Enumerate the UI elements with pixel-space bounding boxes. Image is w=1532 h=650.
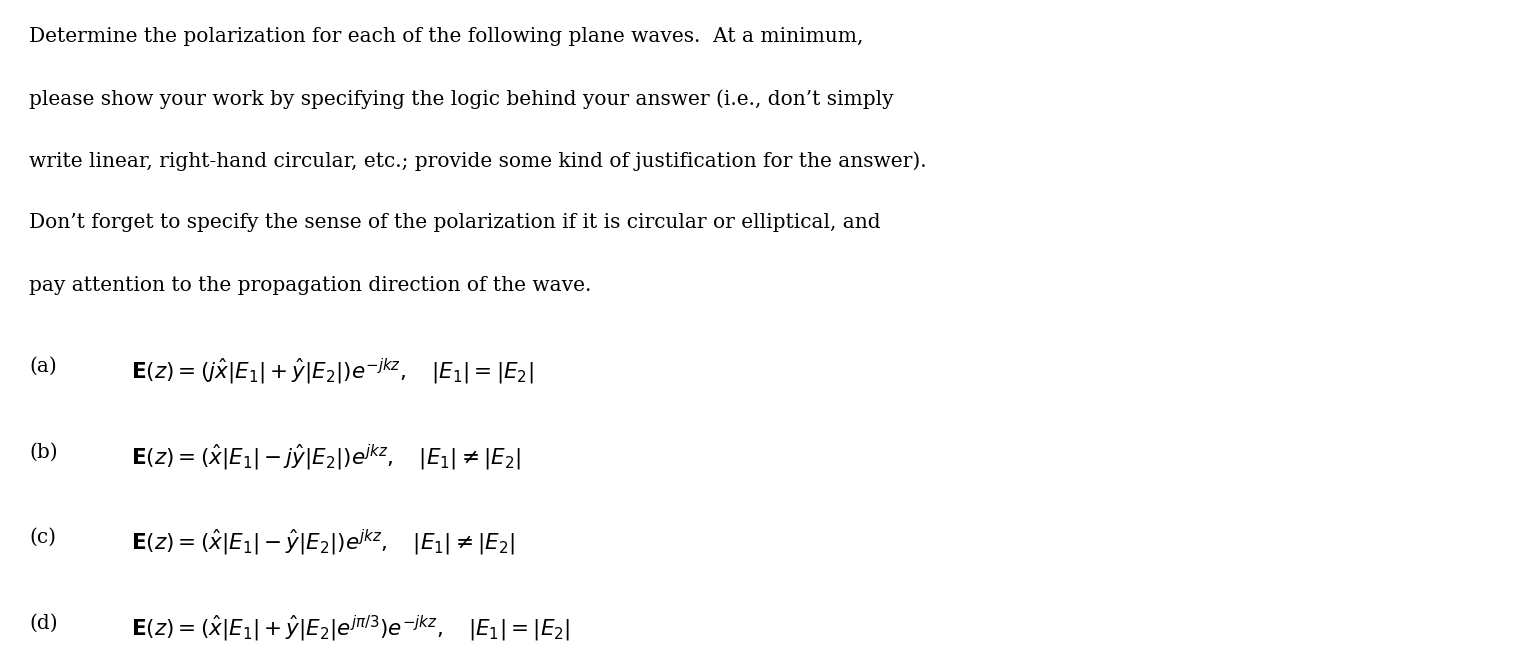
Text: please show your work by specifying the logic behind your answer (i.e., don’t si: please show your work by specifying the … [29,89,893,109]
Text: (d): (d) [29,614,58,633]
Text: write linear, right-hand circular, etc.; provide some kind of justification for : write linear, right-hand circular, etc.;… [29,151,927,171]
Text: (a): (a) [29,357,57,376]
Text: pay attention to the propagation direction of the wave.: pay attention to the propagation directi… [29,276,591,294]
Text: (c): (c) [29,528,55,547]
Text: $\mathbf{E}(z) = (\hat{x}|E_1| - \hat{y}|E_2|)e^{jkz}, \quad |E_1| \neq |E_2|$: $\mathbf{E}(z) = (\hat{x}|E_1| - \hat{y}… [132,528,515,558]
Text: $\mathbf{E}(z) = (\hat{x}|E_1| - j\hat{y}|E_2|)e^{jkz}, \quad |E_1| \neq |E_2|$: $\mathbf{E}(z) = (\hat{x}|E_1| - j\hat{y… [132,443,521,473]
Text: Determine the polarization for each of the following plane waves.  At a minimum,: Determine the polarization for each of t… [29,27,864,46]
Text: Don’t forget to specify the sense of the polarization if it is circular or ellip: Don’t forget to specify the sense of the… [29,213,881,232]
Text: $\mathbf{E}(z) = (\hat{x}|E_1| + \hat{y}|E_2|e^{j\pi/3})e^{-jkz}, \quad |E_1| = : $\mathbf{E}(z) = (\hat{x}|E_1| + \hat{y}… [132,614,570,644]
Text: (b): (b) [29,443,58,462]
Text: $\mathbf{E}(z) = (j\hat{x}|E_1| + \hat{y}|E_2|)e^{-jkz}, \quad |E_1| = |E_2|$: $\mathbf{E}(z) = (j\hat{x}|E_1| + \hat{y… [132,357,535,387]
